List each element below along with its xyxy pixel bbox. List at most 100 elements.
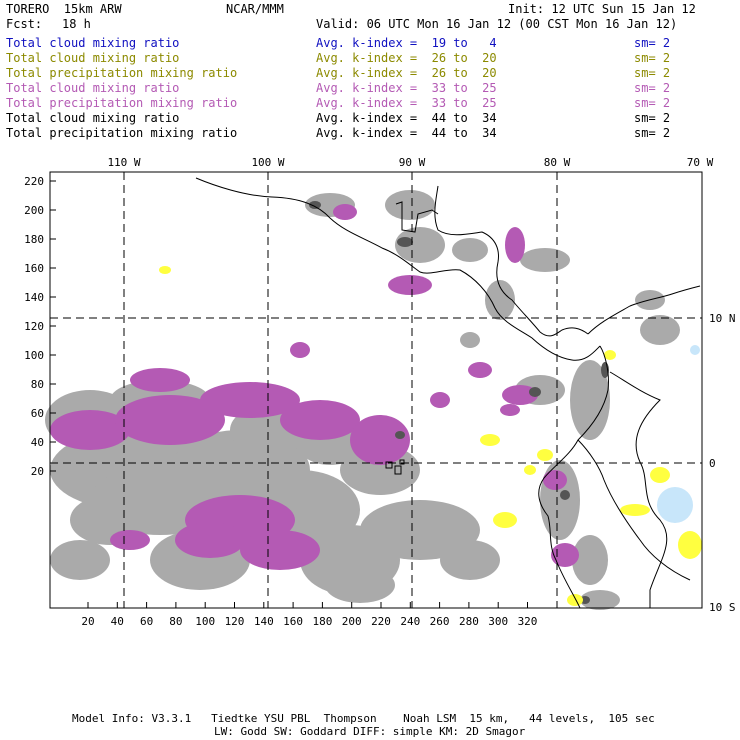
coastlines [195, 177, 701, 609]
precip-purple-region [200, 382, 300, 418]
precip-purple-region [388, 275, 432, 295]
precip-purple-region [130, 368, 190, 392]
cloud-gray-region [460, 332, 480, 348]
precip-purple-region [500, 404, 520, 416]
precip-purple-region [50, 410, 130, 450]
legend-field-2: Total precipitation mixing ratio [6, 66, 238, 80]
cloud-yellow-region [650, 467, 670, 483]
precip-purple-region [290, 342, 310, 358]
y-tick-label: 40 [31, 436, 44, 449]
cloud-gray-region [485, 280, 515, 320]
model-title: TORERO 15km ARW [6, 2, 122, 16]
legend-sm-0: sm= 2 [634, 36, 671, 50]
center-name: NCAR/MMM [226, 2, 284, 16]
cloud-yellow-region [567, 594, 583, 606]
lon-label: 80 W [544, 156, 571, 169]
lon-label: 110 W [107, 156, 140, 169]
forecast-label: Fcst: [6, 17, 43, 31]
legend-sm-2: sm= 2 [634, 66, 671, 80]
cloud-dark-core [397, 237, 413, 247]
legend-field-3: Total cloud mixing ratio [6, 81, 180, 95]
legend-field-0: Total cloud mixing ratio [6, 36, 180, 50]
cloud-yellow-region [159, 266, 171, 274]
legend-kindex-2: Avg. k-index = 26 to 20 [316, 66, 497, 80]
legend-kindex-5: Avg. k-index = 44 to 34 [316, 111, 497, 125]
legend-field-4: Total precipitation mixing ratio [6, 96, 238, 110]
cloud-lightblue-region [690, 345, 700, 355]
coastline-caribbean [434, 185, 589, 337]
legend-sm-5: sm= 2 [634, 111, 671, 125]
legend-kindex-6: Avg. k-index = 44 to 34 [316, 126, 497, 140]
lon-label: 100 W [251, 156, 284, 169]
model-info-line2: LW: Godd SW: Goddard DIFF: simple KM: 2D… [214, 725, 526, 738]
y-tick-label: 120 [24, 320, 44, 333]
cloud-fields [45, 190, 702, 610]
cloud-gray-region [50, 540, 110, 580]
precip-purple-region [543, 470, 567, 490]
border-peru [577, 439, 691, 581]
cloud-yellow-region [678, 531, 702, 559]
y-tick-label: 200 [24, 204, 44, 217]
x-tick-label: 280 [459, 615, 479, 628]
x-tick-label: 240 [400, 615, 420, 628]
coastline-colombia-north [587, 285, 701, 335]
legend-sm-1: sm= 2 [634, 51, 671, 65]
y-tick-label: 100 [24, 349, 44, 362]
legend-field-5: Total cloud mixing ratio [6, 111, 180, 125]
precip-purple-region [551, 543, 579, 567]
cloud-gray-region [325, 567, 395, 603]
x-tick-label: 40 [111, 615, 124, 628]
cloud-gray-region [452, 238, 488, 262]
cloud-dark-core [395, 431, 405, 439]
precip-purple-region [240, 530, 320, 570]
x-tick-label: 260 [430, 615, 450, 628]
cloud-gray-region [640, 315, 680, 345]
legend-kindex-1: Avg. k-index = 26 to 20 [316, 51, 497, 65]
cloud-yellow-region [537, 449, 553, 461]
precip-purple-region [110, 530, 150, 550]
model-info-line1: Model Info: V3.3.1 Tiedtke YSU PBL Thomp… [72, 712, 655, 725]
legend-sm-4: sm= 2 [634, 96, 671, 110]
y-tick-label: 140 [24, 291, 44, 304]
cloud-gray-region [520, 248, 570, 272]
x-tick-label: 300 [488, 615, 508, 628]
legend-sm-3: sm= 2 [634, 81, 671, 95]
legend-kindex-0: Avg. k-index = 19 to 4 [316, 36, 497, 50]
precip-purple-region [175, 522, 245, 558]
galapagos-islands [385, 459, 405, 475]
precip-purple-region [333, 204, 357, 220]
lon-label: 70 W [687, 156, 714, 169]
y-tick-label: 20 [31, 465, 44, 478]
precip-purple-region [505, 227, 525, 263]
border-andes [609, 371, 668, 608]
precip-purple-region [430, 392, 450, 408]
x-tick-label: 120 [225, 615, 245, 628]
x-tick-label: 80 [169, 615, 182, 628]
cloud-gray-region [385, 190, 435, 220]
cloud-gray-region [572, 535, 608, 585]
cloud-yellow-region [620, 504, 650, 516]
precip-purple-region [115, 395, 225, 445]
forecast-hour: 18 h [62, 17, 91, 31]
precip-purple-region [280, 400, 360, 440]
lat-label: 10 S [709, 601, 736, 614]
cloud-gray-region [440, 540, 500, 580]
coastline-central-america [195, 177, 601, 361]
x-tick-label: 60 [140, 615, 153, 628]
lat-label: 0 [709, 457, 716, 470]
cloud-yellow-region [604, 350, 616, 360]
cloud-dark-core [309, 201, 321, 209]
lon-label: 90 W [399, 156, 426, 169]
y-tick-label: 160 [24, 262, 44, 275]
precip-purple-region [502, 385, 538, 405]
cloud-yellow-region [524, 465, 536, 475]
y-tick-label: 60 [31, 407, 44, 420]
y-tick-label: 220 [24, 175, 44, 188]
cloud-gray-region [580, 590, 620, 610]
cloud-gray-region [570, 360, 610, 440]
x-tick-label: 180 [312, 615, 332, 628]
coastline-yucatan [395, 201, 439, 233]
precip-purple-region [350, 415, 410, 465]
x-tick-label: 200 [342, 615, 362, 628]
y-tick-label: 180 [24, 233, 44, 246]
